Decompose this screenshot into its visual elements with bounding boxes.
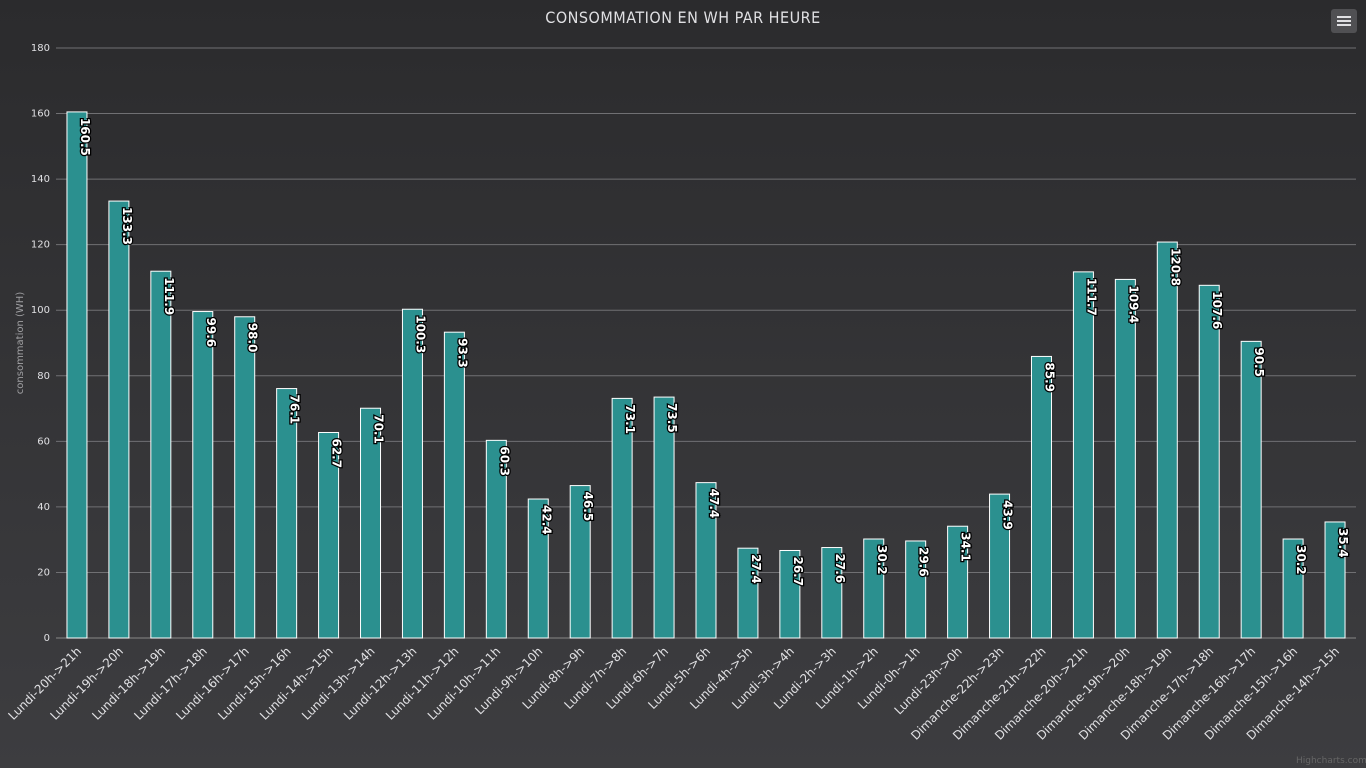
y-tick-label: 140 — [31, 174, 50, 185]
hamburger-menu-icon — [1337, 16, 1351, 18]
x-tick-label: Lundi-20h->21h — [6, 644, 85, 723]
hamburger-menu-icon-bar — [1337, 20, 1351, 22]
bar[interactable] — [276, 388, 298, 639]
data-label: 35.4 — [1336, 528, 1350, 558]
grid-lines — [56, 47, 1356, 639]
data-label: 93.3 — [455, 338, 469, 368]
y-tick-label: 80 — [37, 371, 50, 382]
data-label: 29.6 — [917, 547, 931, 577]
data-label: 100.3 — [413, 315, 427, 353]
bar[interactable] — [779, 549, 801, 639]
data-label: 27.6 — [833, 554, 847, 584]
y-tick-label: 160 — [31, 109, 50, 120]
data-label: 160.5 — [78, 118, 92, 156]
data-label: 90.5 — [1252, 347, 1266, 377]
y-tick-label: 0 — [44, 633, 50, 644]
data-label: 26.7 — [791, 556, 805, 586]
data-label: 109.4 — [1126, 285, 1140, 323]
data-label: 73.5 — [665, 403, 679, 433]
bar[interactable] — [821, 547, 843, 639]
bar[interactable] — [66, 111, 88, 639]
data-label: 62.7 — [330, 438, 344, 468]
y-tick-label: 120 — [31, 240, 50, 251]
bar[interactable] — [1114, 278, 1136, 639]
data-label: 42.4 — [539, 505, 553, 535]
chart-title: CONSOMMATION EN WH PAR HEURE — [545, 8, 821, 27]
bar[interactable] — [947, 525, 969, 639]
data-label: 30.2 — [875, 545, 889, 575]
bar[interactable] — [653, 396, 675, 639]
y-tick-label: 20 — [37, 567, 50, 578]
bar[interactable] — [401, 308, 423, 639]
x-tick-label: Lundi-11h->12h — [383, 644, 462, 723]
bar[interactable] — [989, 493, 1011, 639]
x-tick-label: Lundi-16h->17h — [173, 644, 252, 723]
bar[interactable] — [1072, 271, 1094, 639]
data-label: 120.8 — [1168, 248, 1182, 286]
bar[interactable] — [443, 331, 465, 639]
x-tick-label: Lundi-17h->18h — [131, 644, 210, 723]
x-tick-label: Lundi-10h->11h — [425, 644, 504, 723]
x-tick-label: Lundi-19h->20h — [47, 644, 126, 723]
chart-menu-button[interactable] — [1331, 9, 1357, 33]
y-tick-label: 40 — [37, 502, 50, 513]
bar[interactable] — [360, 407, 382, 639]
bar[interactable] — [318, 431, 340, 639]
data-label: 27.4 — [749, 554, 763, 584]
bar[interactable] — [569, 485, 591, 639]
data-label: 70.1 — [372, 414, 386, 444]
x-tick-label: Lundi-12h->13h — [341, 644, 420, 723]
data-label: 73.1 — [623, 404, 637, 434]
bar[interactable] — [695, 482, 717, 639]
bar[interactable] — [150, 270, 172, 639]
bar[interactable] — [611, 397, 633, 639]
data-label: 98.0 — [246, 323, 260, 353]
data-label: 85.9 — [1042, 362, 1056, 392]
data-label: 30.2 — [1294, 545, 1308, 575]
data-label: 43.9 — [1001, 500, 1015, 530]
y-axis-label: consommation (WH) — [15, 292, 26, 395]
y-tick-label: 60 — [37, 436, 50, 447]
bar[interactable] — [863, 538, 885, 639]
x-tick-label: Lundi-14h->15h — [257, 644, 336, 723]
data-label: 47.4 — [707, 489, 721, 519]
data-label: 99.6 — [204, 318, 218, 348]
bar[interactable] — [1240, 340, 1262, 639]
bar[interactable] — [737, 547, 759, 639]
bar[interactable] — [192, 311, 214, 639]
bar[interactable] — [905, 540, 927, 639]
bar[interactable] — [108, 200, 130, 639]
data-label: 60.3 — [497, 446, 511, 476]
data-labels: 160.5 133.3 111.9 99.6 98.0 76.1 62.7 70.1 100.3… — [77, 117, 1352, 588]
bar[interactable] — [527, 498, 549, 639]
bar[interactable] — [1324, 521, 1346, 639]
bar[interactable] — [1282, 538, 1304, 639]
bars — [66, 111, 1346, 639]
y-tick-label: 100 — [31, 305, 50, 316]
bar[interactable] — [1156, 241, 1178, 639]
y-axis-ticks: 0 20 40 60 80 100 120 140 160 180 — [31, 43, 50, 644]
data-label: 107.6 — [1210, 291, 1224, 329]
hamburger-menu-icon-bar — [1337, 24, 1351, 26]
x-tick-label: Lundi-18h->19h — [89, 644, 168, 723]
credits-link[interactable]: Highcharts.com — [1296, 756, 1366, 766]
bar[interactable] — [1198, 284, 1220, 639]
x-tick-label: Lundi-13h->14h — [299, 644, 378, 723]
data-label: 76.1 — [288, 395, 302, 425]
data-label: 133.3 — [120, 207, 134, 245]
bar[interactable] — [485, 439, 507, 639]
data-label: 34.1 — [959, 532, 973, 562]
bar[interactable] — [234, 316, 256, 639]
data-label: 111.7 — [1084, 278, 1098, 316]
data-label: 111.9 — [162, 277, 176, 315]
y-tick-label: 180 — [31, 43, 50, 54]
x-axis-ticks: Lundi-20h->21hLundi-19h->20hLundi-18h->1… — [6, 644, 1343, 742]
x-tick-label: Lundi-15h->16h — [215, 644, 294, 723]
bar[interactable] — [1030, 355, 1052, 639]
data-label: 46.5 — [581, 492, 595, 522]
